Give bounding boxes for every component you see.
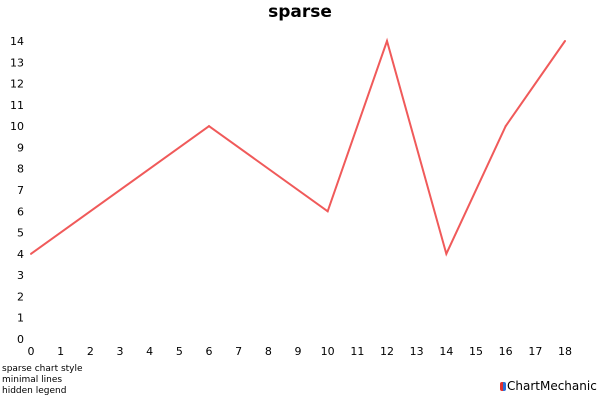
y-tick-label: 12 (10, 78, 24, 91)
x-tick-label: 11 (350, 345, 364, 358)
x-tick-label: 17 (528, 345, 542, 358)
brand-text: ChartMechanic (507, 379, 597, 393)
y-tick-label: 0 (17, 333, 24, 346)
x-axis-ticks: 0 1 2 3 4 5 6 7 8 9 10 11 12 13 14 15 16 17 18 (28, 345, 573, 358)
x-tick-label: 5 (176, 345, 183, 358)
x-tick-label: 9 (295, 345, 302, 358)
series-line (30, 37, 566, 257)
data-point (386, 40, 388, 42)
brand-watermark: ChartMechanic (500, 379, 597, 393)
x-tick-label: 14 (439, 345, 453, 358)
chart-title: sparse (268, 2, 332, 22)
note-line: minimal lines (2, 375, 63, 385)
y-tick-label: 8 (17, 163, 24, 176)
x-tick-label: 15 (469, 345, 483, 358)
chart-notes: sparse chart style minimal lines hidden … (2, 364, 83, 397)
y-tick-label: 10 (10, 120, 24, 133)
y-tick-label: 5 (17, 227, 24, 240)
x-tick-label: 6 (206, 345, 213, 358)
x-tick-label: 8 (265, 345, 272, 358)
note-line: hidden legend (2, 386, 67, 396)
x-tick-label: 12 (380, 345, 394, 358)
x-tick-label: 16 (499, 345, 513, 358)
data-point (445, 252, 448, 255)
y-tick-label: 2 (17, 290, 24, 303)
x-tick-label: 13 (410, 345, 424, 358)
x-tick-label: 1 (57, 345, 64, 358)
y-tick-label: 7 (17, 184, 24, 197)
x-tick-label: 10 (321, 345, 335, 358)
x-tick-label: 7 (235, 345, 242, 358)
y-tick-label: 14 (10, 35, 24, 48)
x-tick-label: 4 (146, 345, 153, 358)
x-tick-label: 18 (558, 345, 572, 358)
data-point (504, 125, 507, 128)
y-tick-label: 3 (17, 269, 24, 282)
y-tick-label: 13 (10, 56, 24, 69)
data-point (564, 40, 566, 42)
series-layer (30, 37, 566, 257)
x-tick-label: 0 (28, 345, 35, 358)
y-tick-label: 6 (17, 205, 24, 218)
y-tick-label: 11 (10, 99, 24, 112)
x-tick-label: 2 (87, 345, 94, 358)
y-tick-label: 4 (17, 248, 24, 261)
x-tick-label: 3 (117, 345, 124, 358)
y-tick-label: 1 (17, 312, 24, 325)
data-point (326, 210, 329, 213)
y-tick-label: 9 (17, 141, 24, 154)
note-line: sparse chart style (2, 364, 83, 374)
chartmechanic-logo-icon (500, 382, 506, 391)
data-point (30, 252, 32, 255)
data-point (208, 125, 210, 128)
